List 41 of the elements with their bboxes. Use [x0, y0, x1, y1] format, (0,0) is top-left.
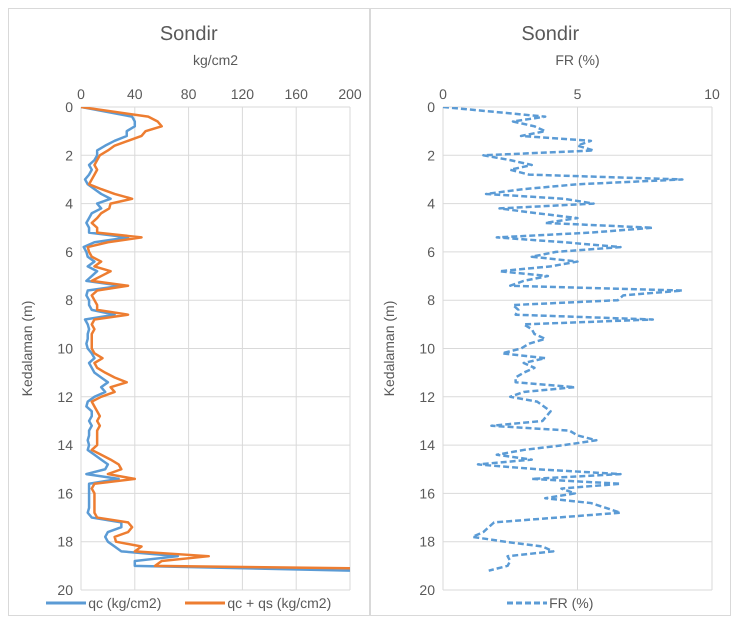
- chart-title: Sondir: [520, 23, 580, 46]
- y-axis-title: Kedalaman (m): [380, 300, 396, 396]
- y-tick-label: 4: [65, 196, 74, 212]
- y-tick-label: 20: [418, 582, 435, 598]
- y-tick-label: 0: [65, 98, 74, 115]
- y-tick-label: 14: [57, 437, 74, 454]
- y-tick-label: 6: [65, 244, 74, 260]
- legend-label: qc (kg/cm2): [88, 595, 162, 611]
- x-tick-label: 200: [338, 86, 362, 102]
- legend-label: FR (%): [549, 595, 594, 611]
- x-axis-title: kg/cm2: [192, 52, 238, 68]
- x-tick-label: 0: [438, 86, 447, 102]
- x-tick-label: 80: [180, 86, 197, 102]
- y-tick-label: 0: [426, 98, 435, 115]
- y-tick-label: 12: [418, 388, 435, 405]
- x-tick-label: 5: [573, 86, 582, 102]
- y-tick-label: 6: [426, 244, 435, 260]
- y-tick-label: 18: [57, 534, 74, 550]
- y-tick-label: 10: [418, 340, 435, 356]
- x-tick-label: 160: [284, 86, 308, 102]
- x-tick-label: 10: [704, 86, 720, 102]
- y-tick-label: 2: [65, 147, 74, 164]
- x-axis-title: FR (%): [554, 52, 600, 68]
- x-tick-label: 120: [230, 86, 254, 102]
- y-tick-label: 2: [426, 147, 435, 164]
- x-tick-label: 40: [127, 86, 143, 102]
- y-tick-label: 20: [57, 582, 74, 598]
- y-tick-label: 14: [418, 437, 435, 454]
- chart-title: Sondir: [158, 23, 219, 46]
- legend-label: qc + qs (kg/cm2): [227, 595, 332, 611]
- y-tick-label: 10: [57, 340, 74, 356]
- y-tick-label: 8: [426, 292, 435, 308]
- line-series: [442, 107, 684, 572]
- y-axis-title: Kedalaman (m): [18, 300, 35, 396]
- y-tick-label: 18: [418, 534, 435, 550]
- y-tick-label: 4: [426, 196, 435, 212]
- y-tick-label: 8: [65, 292, 74, 308]
- y-tick-label: 12: [57, 388, 74, 405]
- x-tick-label: 0: [77, 86, 86, 102]
- y-tick-label: 16: [418, 485, 435, 502]
- y-tick-label: 16: [57, 485, 74, 502]
